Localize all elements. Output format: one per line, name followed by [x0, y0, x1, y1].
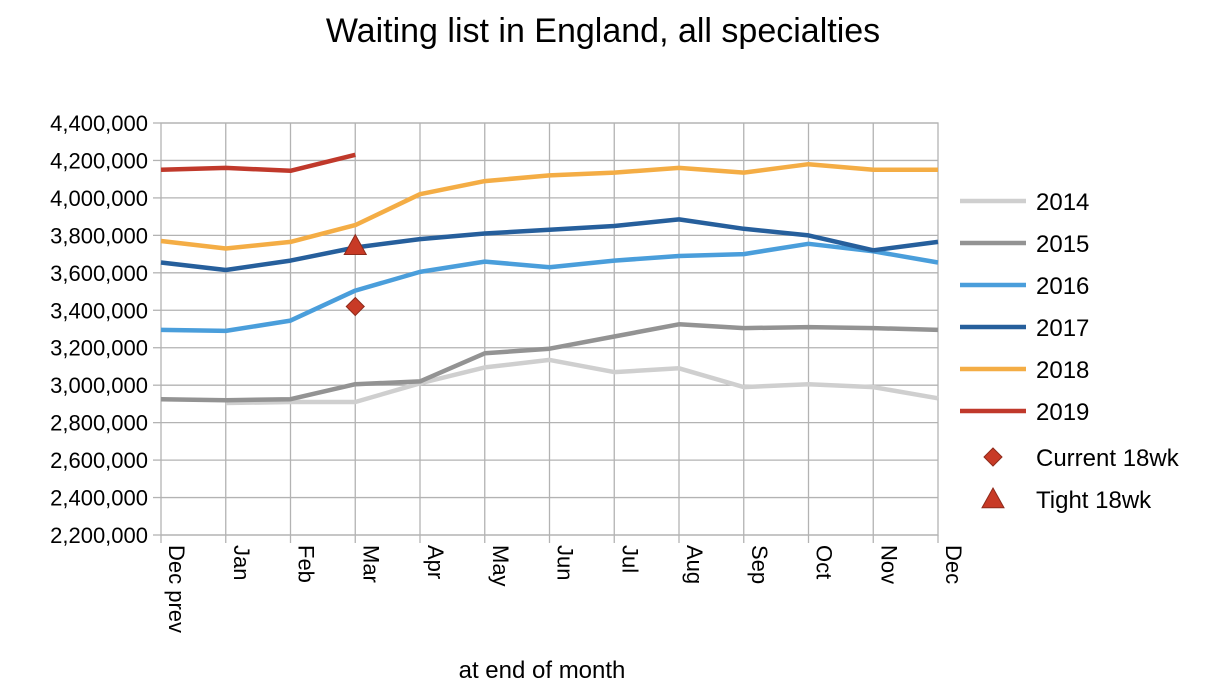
y-tick-label: 3,000,000	[50, 373, 148, 398]
y-tick-label: 2,600,000	[50, 448, 148, 473]
y-tick-label: 4,200,000	[50, 148, 148, 173]
series-line-2018	[160, 161, 938, 251]
reference-markers	[343, 233, 368, 317]
legend-triangle-icon	[981, 486, 1005, 509]
y-tick-label: 4,400,000	[50, 111, 148, 136]
legend-label: 2016	[1036, 273, 1089, 300]
x-tick-label: Dec	[941, 545, 966, 584]
x-tick-label: Nov	[876, 545, 901, 584]
series-line-2015	[160, 322, 939, 403]
legend-label: 2017	[1036, 315, 1089, 342]
series-line-2019	[160, 152, 356, 174]
x-tick-label: Mar	[358, 545, 383, 583]
legend: 2014 2015 2016 2017 2018 2019 Current 18wk Tigh…	[960, 189, 1180, 514]
x-tick-label: Sep	[747, 545, 772, 584]
legend-label: 2015	[1036, 231, 1089, 258]
x-tick-label: Apr	[423, 545, 448, 579]
legend-label: Tight 18wk	[1036, 487, 1152, 514]
x-tick-label: Jun	[553, 545, 578, 580]
legend-diamond-icon	[983, 447, 1003, 467]
y-axis: 2,200,000 2,400,000 2,600,000 2,800,000 3,00…	[50, 111, 161, 548]
x-tick-label: Aug	[682, 545, 707, 584]
y-tick-label: 3,600,000	[50, 261, 148, 286]
y-tick-label: 2,400,000	[50, 486, 148, 511]
y-tick-label: 4,000,000	[50, 186, 148, 211]
x-axis-label: at end of month	[459, 657, 626, 684]
legend-label: 2018	[1036, 357, 1089, 384]
x-tick-label: Jan	[229, 545, 254, 580]
series-lines	[160, 152, 939, 406]
triangle-marker	[343, 233, 368, 255]
y-tick-label: 2,200,000	[50, 523, 148, 548]
chart-title: Waiting list in England, all specialties	[326, 12, 880, 50]
y-tick-label: 3,800,000	[50, 223, 148, 248]
series-line-2014	[225, 357, 939, 406]
legend-label: 2019	[1036, 399, 1089, 426]
diamond-marker	[345, 296, 365, 317]
y-tick-label: 3,400,000	[50, 298, 148, 323]
x-tick-label: Oct	[812, 545, 837, 579]
x-tick-label: Dec prev	[164, 545, 189, 633]
x-tick-label: Jul	[617, 545, 642, 573]
x-tick-label: Feb	[294, 545, 319, 583]
y-tick-label: 3,200,000	[50, 336, 148, 361]
y-tick-label: 2,800,000	[50, 411, 148, 436]
series-line-2017	[160, 217, 939, 273]
legend-label: Current 18wk	[1036, 445, 1180, 472]
legend-label: 2014	[1036, 189, 1089, 216]
series-line-2016	[160, 241, 939, 334]
x-tick-label: May	[488, 545, 513, 587]
x-axis: Dec prev Jan Feb Mar Apr May Jun Jul Aug Sep Oct No…	[160, 535, 966, 633]
